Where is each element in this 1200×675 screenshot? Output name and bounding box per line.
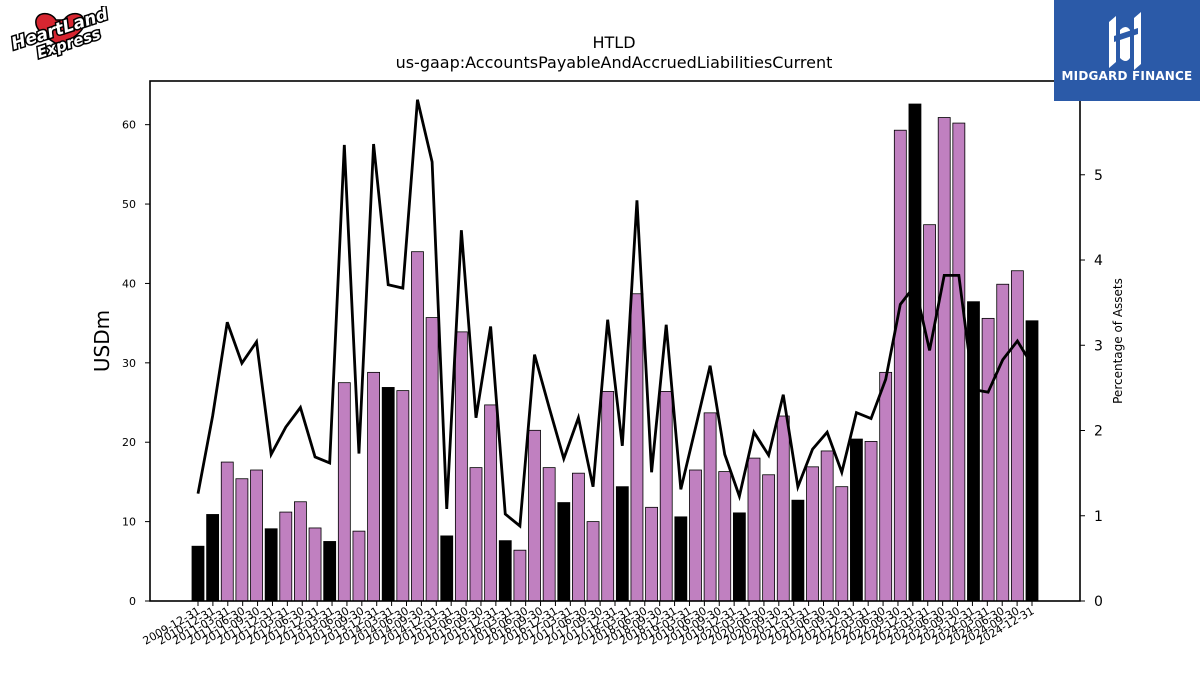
bar-2013-09-30: [411, 251, 424, 602]
bar-2016-12-31: [601, 391, 615, 602]
y2-tick-label-3: 3: [1094, 338, 1103, 354]
bar-2020-06-30: [806, 466, 819, 602]
bar-2015-09-30: [528, 429, 541, 602]
bar-2015-06-30: [513, 549, 527, 602]
bar-2017-09-30: [645, 506, 658, 602]
bar-2023-06-30: [981, 317, 995, 602]
bar-2012-06-30: [337, 382, 351, 602]
y-tick-label-50: 50: [122, 198, 136, 211]
bar-2016-09-30: [586, 521, 600, 602]
bar-2014-03-31: [440, 535, 454, 602]
bar-2020-12-31: [835, 486, 849, 602]
bar-2011-12-31: [308, 527, 322, 602]
y2-tick-label-0: 0: [1094, 594, 1103, 610]
bar-2022-12-31: [952, 122, 966, 602]
y-tick-label-40: 40: [122, 277, 136, 290]
bar-2011-09-30: [294, 501, 307, 602]
y-tick-label-60: 60: [122, 119, 136, 132]
bar-2013-12-31: [425, 317, 439, 602]
bar-2020-09-30: [820, 450, 834, 602]
bar-2023-12-31: [1010, 270, 1024, 602]
bar-2012-12-31: [367, 371, 380, 602]
bar-2018-06-30: [689, 469, 702, 602]
bar-2019-12-31: [776, 415, 790, 602]
midgard-finance-logo: MIDGARD FINANCE: [1054, 0, 1200, 101]
bar-2015-12-31: [542, 467, 556, 602]
y2-tick-label-4: 4: [1094, 253, 1103, 269]
bar-2017-06-30: [630, 293, 644, 602]
chart-subtitle: us-gaap:AccountsPayableAndAccruedLiabili…: [396, 53, 833, 72]
bar-2014-09-30: [469, 467, 483, 602]
bar-2011-03-31: [264, 528, 278, 602]
bar-2019-03-31: [732, 512, 746, 602]
bar-2013-06-30: [396, 390, 410, 602]
bar-2021-12-31: [893, 129, 907, 602]
y2-axis-label: Percentage of Assets: [1111, 278, 1125, 404]
bar-2016-03-31: [557, 502, 571, 602]
y2-tick-label-1: 1: [1094, 509, 1103, 525]
midgard-finance-text: MIDGARD FINANCE: [1061, 69, 1193, 83]
heartland-express-logo: HeartLand Express: [4, 6, 120, 64]
bar-2021-09-30: [879, 371, 893, 602]
bar-2013-03-31: [381, 387, 395, 602]
bar-2009-12-31: [191, 545, 205, 602]
bar-2010-03-31: [206, 514, 220, 602]
bar-2021-06-30: [864, 441, 878, 602]
bar-2015-03-31: [498, 540, 512, 602]
y2-tick-label-5: 5: [1094, 168, 1103, 184]
bar-2020-03-31: [791, 499, 805, 602]
bar-2019-09-30: [762, 474, 776, 602]
bar-2021-03-31: [850, 438, 863, 602]
y-tick-label-0: 0: [129, 595, 136, 608]
bar-2014-12-31: [484, 404, 498, 602]
bar-2016-06-30: [572, 472, 585, 602]
bar-2019-06-30: [747, 457, 761, 602]
chart-title: HTLD: [592, 33, 635, 52]
bar-2018-09-30: [703, 412, 717, 602]
y2-tick-label-2: 2: [1094, 424, 1103, 440]
y-tick-label-20: 20: [122, 436, 136, 449]
bar-2018-03-31: [674, 516, 688, 602]
bar-2018-12-31: [718, 471, 732, 602]
bar-2010-12-31: [250, 469, 263, 602]
y-tick-label-10: 10: [122, 516, 136, 529]
bar-2022-09-30: [937, 117, 951, 602]
bar-2022-03-31: [908, 103, 922, 602]
bar-2010-06-30: [220, 461, 234, 602]
bar-2023-09-30: [996, 283, 1010, 602]
bar-2017-03-31: [615, 486, 629, 602]
y-axis-label: USDm: [90, 310, 114, 372]
bar-2022-06-30: [923, 224, 936, 602]
bar-2011-06-30: [279, 511, 293, 602]
bar-2010-09-30: [235, 478, 249, 602]
y-tick-label-30: 30: [122, 357, 136, 370]
bar-2012-03-31: [323, 541, 337, 602]
bar-2014-06-30: [454, 331, 468, 602]
bar-2012-09-30: [352, 530, 366, 602]
bar-2017-12-31: [659, 391, 673, 602]
pct-assets-line: [196, 99, 1034, 529]
